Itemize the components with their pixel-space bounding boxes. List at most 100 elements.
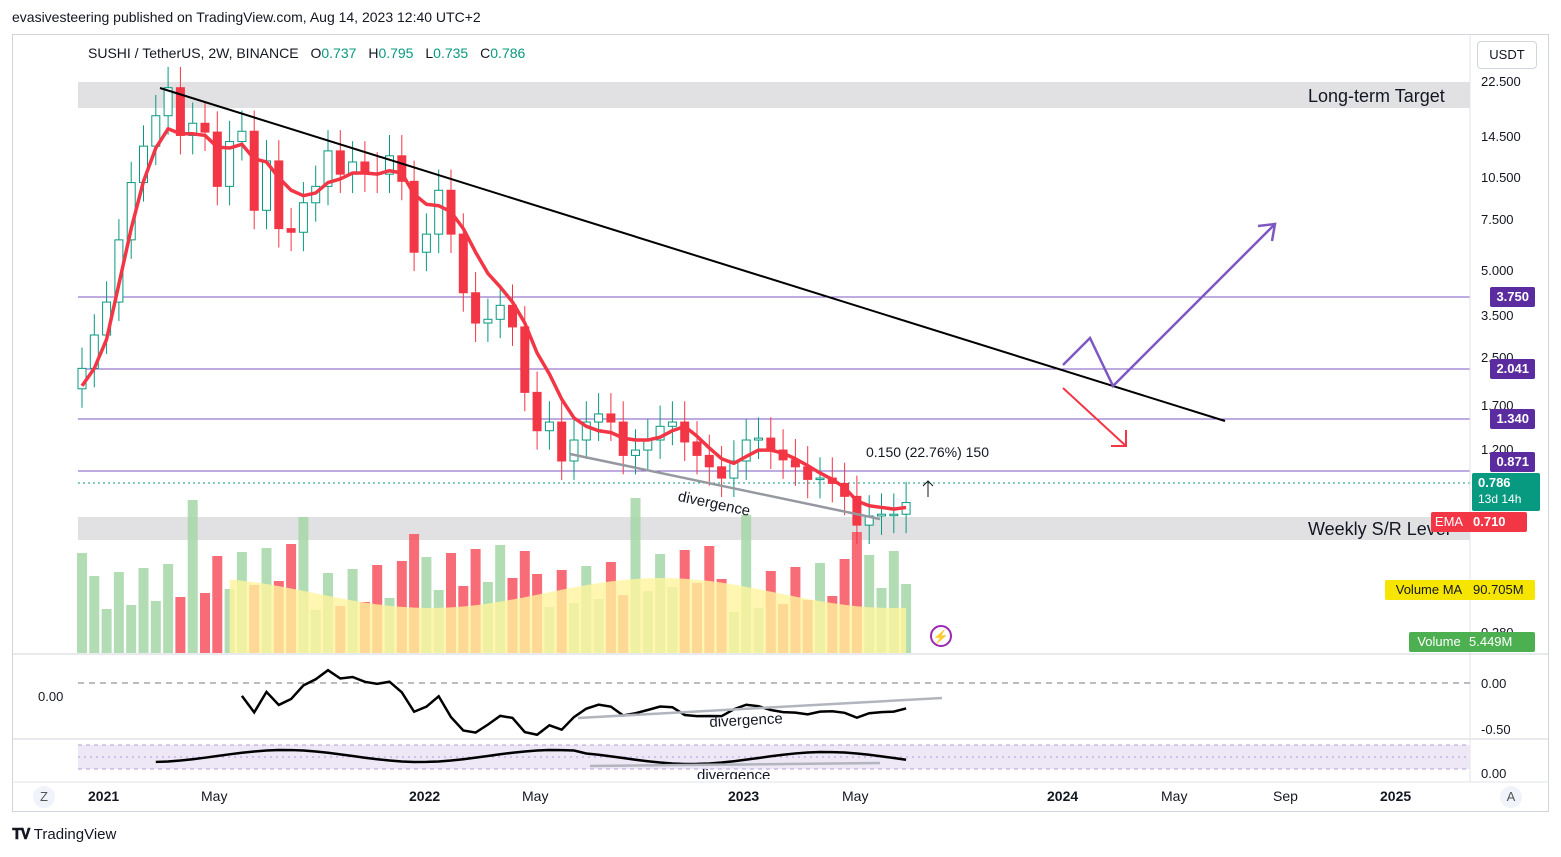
- low-value: 0.735: [433, 45, 469, 61]
- long-term-target-zone: [78, 82, 1470, 108]
- chart-frame: [12, 34, 1549, 812]
- candle-body: [434, 189, 444, 235]
- volume-bar: [138, 568, 149, 653]
- tag-level-1340: 1.340: [1490, 409, 1535, 429]
- volume-bar: [851, 532, 862, 653]
- close-label: C: [480, 45, 491, 61]
- candle-body: [335, 150, 345, 175]
- volume-bar: [741, 515, 752, 653]
- time-label-2025: 2025: [1380, 788, 1412, 804]
- symbol-legend[interactable]: SUSHI / TetherUS, 2W, BINANCE O0.737 H0.…: [88, 45, 525, 61]
- long-term-target-label: Long-term Target: [1308, 86, 1445, 106]
- time-label-2022: 2022: [409, 788, 441, 804]
- measure-arrow-head: [922, 480, 934, 487]
- volume-bar: [200, 593, 210, 653]
- zoom-z-button[interactable]: Z: [33, 786, 55, 808]
- time-label-may-2024: May: [1161, 788, 1188, 804]
- lightning-glyph: ⚡: [933, 629, 949, 645]
- tag-volume: Volume 5.449M: [1409, 632, 1535, 652]
- time-label-2024: 2024: [1047, 788, 1079, 804]
- candle-body: [717, 466, 727, 479]
- volume-bar: [150, 601, 161, 653]
- auto-scale-button[interactable]: A: [1500, 786, 1522, 808]
- measure-label: 0.150 (22.76%) 150: [866, 444, 989, 460]
- osc-left-value: 0.00: [38, 689, 64, 704]
- bullish-arrow-head: [1257, 222, 1277, 242]
- volume-bar: [175, 597, 186, 653]
- candle-body: [692, 441, 702, 456]
- candle-body: [754, 437, 763, 441]
- candle-body: [483, 318, 493, 324]
- volume-bar: [101, 609, 112, 653]
- bearish-arrow-head: [1111, 430, 1127, 447]
- candle-body: [458, 233, 468, 294]
- divergence-rsi-line: [589, 761, 881, 768]
- candle-body: [385, 155, 394, 175]
- candle-body: [729, 460, 739, 479]
- candle-body: [889, 513, 899, 517]
- ema-value: 0.710: [1473, 514, 1506, 529]
- volume-ma-value: 90.705M: [1473, 582, 1524, 597]
- high-value: 0.795: [378, 45, 414, 61]
- tag-level-2041: 2.041: [1490, 359, 1535, 379]
- open-value: 0.737: [321, 45, 357, 61]
- time-label-may-2022: May: [522, 788, 549, 804]
- footer-brand[interactable]: 𝐓𝐕 TradingView: [12, 826, 116, 843]
- volume-bar: [89, 576, 100, 653]
- currency-button[interactable]: USDT: [1477, 41, 1537, 69]
- volume-bar: [446, 553, 456, 653]
- volume-bar: [495, 545, 506, 653]
- tag-level-3750: 3.750: [1490, 287, 1535, 307]
- candle-body: [852, 495, 862, 526]
- volume-bar: [163, 564, 174, 653]
- candle-body: [274, 160, 284, 230]
- candle-body: [163, 87, 173, 117]
- time-label-may-2021: May: [201, 788, 228, 804]
- open-label: O: [310, 45, 322, 61]
- time-label-sep-2024: Sep: [1273, 788, 1298, 804]
- candle-body: [741, 439, 751, 462]
- divergence-rsi-label: divergence: [697, 767, 771, 779]
- candle-body: [471, 292, 481, 324]
- volume-bar: [187, 500, 198, 653]
- candle-body: [680, 421, 690, 443]
- volume-bar: [126, 605, 137, 653]
- low-label: L: [425, 45, 434, 61]
- volume-bar: [113, 572, 124, 653]
- candle-body: [298, 202, 308, 233]
- time-label-may-2023: May: [842, 788, 869, 804]
- candle-body: [495, 304, 505, 320]
- time-label-2021: 2021: [88, 788, 120, 804]
- volume-value: 5.449M: [1469, 634, 1513, 649]
- tag-ema: EMA 0.710: [1431, 512, 1527, 532]
- symbol-name: SUSHI / TetherUS, 2W, BINANCE: [88, 45, 299, 61]
- tag-level-0871: 0.871: [1490, 452, 1535, 472]
- candle-body: [815, 477, 825, 481]
- volume-ma-label: Volume MA: [1395, 582, 1463, 597]
- last-price-value: 0.786: [1478, 475, 1511, 490]
- divergence-osc-line: [577, 696, 943, 720]
- ema-line: [80, 127, 907, 511]
- footer-brand-text: TradingView: [33, 826, 117, 843]
- volume-bar: [421, 557, 432, 653]
- candle-body: [421, 233, 431, 253]
- candle-body: [877, 513, 886, 517]
- candle-body: [225, 141, 235, 187]
- candle-body: [237, 130, 247, 143]
- volume-bar: [212, 556, 223, 653]
- tradingview-logo-icon: 𝐓𝐕: [12, 826, 31, 843]
- countdown: 13d 14h: [1478, 492, 1522, 506]
- volume-ma-area: [229, 578, 907, 653]
- time-label-2023: 2023: [728, 788, 760, 804]
- oscillator-line: [240, 668, 907, 737]
- weekly-sr-zone: [78, 517, 1470, 540]
- price-axis-label: 14.500: [1481, 129, 1521, 145]
- publish-header: evasivesteering published on TradingView…: [12, 9, 481, 25]
- candles: [77, 66, 911, 545]
- candle-body: [249, 130, 259, 211]
- candle-body: [557, 421, 567, 462]
- rsi-line: [155, 748, 907, 766]
- osc-axis-minus: -0.50: [1481, 722, 1511, 737]
- candle-body: [606, 413, 616, 423]
